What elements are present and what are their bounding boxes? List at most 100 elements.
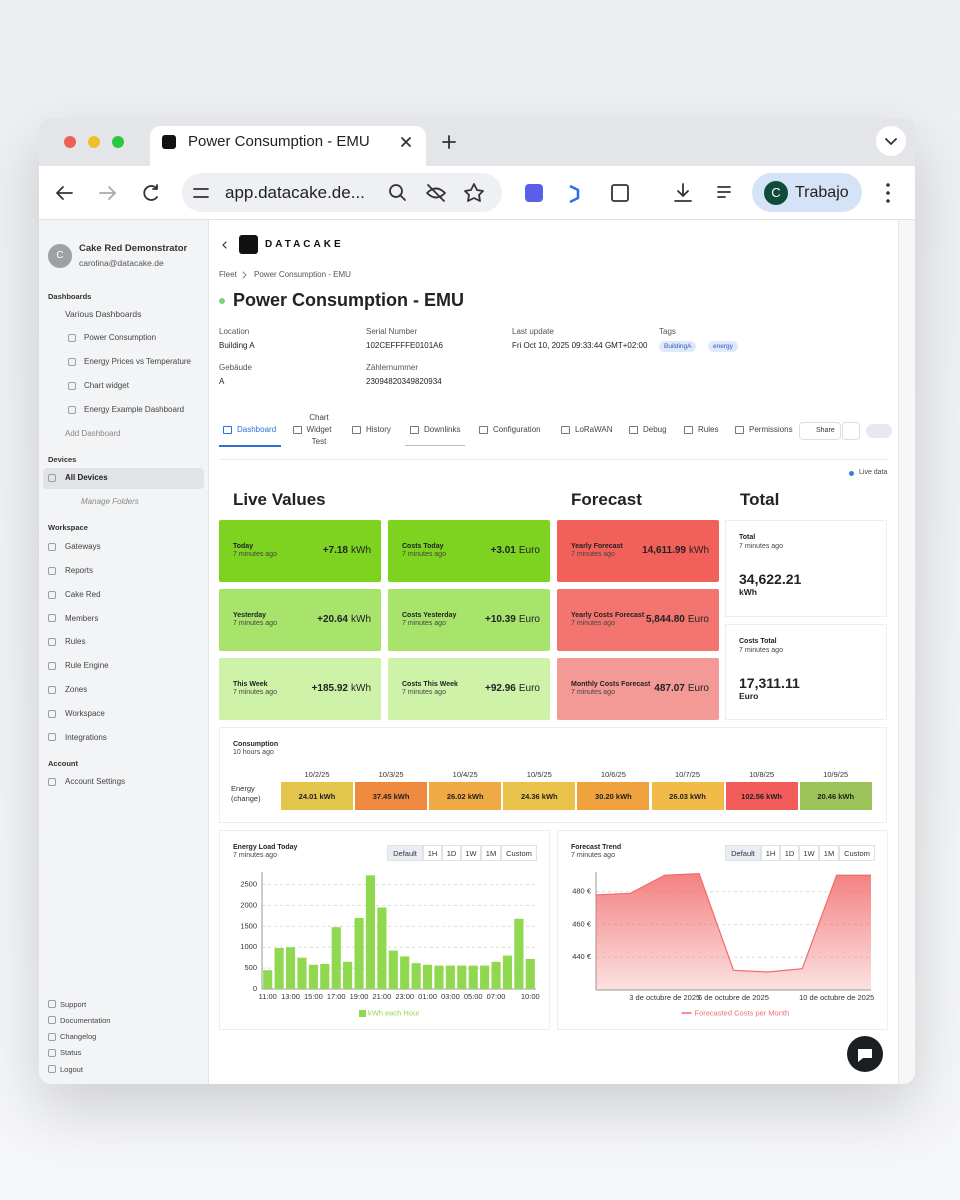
address-bar[interactable] bbox=[182, 173, 502, 212]
range-button[interactable]: Default bbox=[725, 845, 761, 861]
sidebar bbox=[39, 220, 209, 1084]
nav-item[interactable]: Manage Folders bbox=[81, 497, 139, 507]
tab-icon bbox=[684, 426, 693, 434]
nav-item[interactable]: Energy Prices vs Temperature bbox=[84, 357, 192, 367]
tab[interactable]: Debug bbox=[643, 425, 667, 435]
chart-subtitle: 7 minutes ago bbox=[233, 851, 277, 859]
card-time: 7 minutes ago bbox=[571, 619, 615, 627]
card-title: This Week bbox=[233, 680, 268, 688]
panel-title: Consumption bbox=[233, 740, 279, 748]
copy-button[interactable] bbox=[842, 422, 860, 440]
card-title: Total bbox=[739, 533, 756, 541]
divider bbox=[219, 459, 887, 460]
toggle[interactable] bbox=[866, 424, 892, 438]
tab[interactable]: LoRaWAN bbox=[575, 425, 613, 435]
chart-subtitle: 7 minutes ago bbox=[571, 851, 615, 859]
range-button[interactable]: 1M bbox=[819, 845, 839, 861]
chat-button[interactable] bbox=[847, 1036, 883, 1072]
cell-value: 24.01 kWh bbox=[298, 791, 336, 801]
nav-item[interactable]: Add Dashboard bbox=[65, 429, 121, 439]
range-button[interactable]: 1H bbox=[761, 845, 780, 861]
org-name[interactable]: Cake Red Demonstrator bbox=[79, 243, 188, 255]
nav-item[interactable]: Rules bbox=[65, 637, 86, 647]
section-title: Forecast bbox=[571, 489, 642, 509]
nav-item[interactable]: Workspace bbox=[65, 708, 105, 718]
nav-item[interactable]: Reports bbox=[65, 566, 94, 575]
nav-item[interactable]: Energy Example Dashboard bbox=[84, 405, 185, 415]
nav-icon bbox=[48, 1048, 56, 1057]
breadcrumb[interactable]: Power Consumption - EMU bbox=[254, 270, 351, 280]
tab[interactable]: Dashboard bbox=[237, 425, 277, 435]
range-button[interactable]: 1D bbox=[780, 845, 799, 861]
active-tab[interactable] bbox=[150, 126, 426, 167]
card-value: +92.96 Euro bbox=[485, 682, 540, 695]
cell bbox=[577, 782, 650, 810]
nav-icon bbox=[48, 685, 56, 694]
url: app.datacake.de... bbox=[225, 182, 365, 202]
total-unit: Euro bbox=[739, 690, 759, 701]
nav-item[interactable]: Members bbox=[65, 613, 99, 623]
field-label: Serial Number bbox=[366, 327, 418, 337]
nav-icon bbox=[48, 1016, 56, 1025]
date: 10/5/25 bbox=[526, 769, 552, 779]
nav-icon bbox=[48, 662, 56, 670]
card-time: 7 minutes ago bbox=[739, 542, 783, 550]
nav-item[interactable]: Power Consumption bbox=[84, 333, 157, 343]
profile-name: Trabajo bbox=[795, 184, 849, 202]
section-title: Live Values bbox=[233, 489, 326, 509]
tab-favicon bbox=[162, 135, 176, 149]
nav-item[interactable]: Cake Red bbox=[65, 589, 101, 599]
range-button[interactable]: 1D bbox=[442, 845, 461, 861]
card bbox=[219, 520, 381, 582]
cell bbox=[503, 782, 576, 810]
footer-link[interactable]: Documentation bbox=[60, 1015, 111, 1025]
card-title: Costs Today bbox=[402, 542, 444, 550]
cell-value: 26.03 kWh bbox=[669, 791, 706, 801]
nav-icon bbox=[68, 334, 76, 342]
total-unit: kWh bbox=[739, 586, 757, 597]
nav-icon bbox=[48, 566, 56, 575]
range-button[interactable]: Custom bbox=[501, 845, 537, 861]
value: +10.39 bbox=[485, 614, 516, 625]
footer-link[interactable]: Changelog bbox=[60, 1032, 97, 1042]
tab[interactable]: Chart Widget Test bbox=[306, 413, 332, 446]
card-title: Yearly Forecast bbox=[571, 542, 623, 550]
card-value: +3.01 Euro bbox=[491, 544, 540, 557]
nav-icon bbox=[68, 382, 76, 390]
tab[interactable]: Rules bbox=[698, 425, 719, 435]
breadcrumb[interactable]: Fleet bbox=[219, 270, 237, 280]
cell bbox=[725, 782, 798, 810]
tab[interactable]: History bbox=[366, 425, 391, 435]
range-button[interactable]: Custom bbox=[839, 845, 875, 861]
section-heading: Account bbox=[48, 758, 78, 768]
cell bbox=[281, 782, 353, 810]
nav-group[interactable]: Various Dashboards bbox=[65, 308, 142, 319]
cell-value: 24.36 kWh bbox=[520, 791, 558, 801]
nav-item[interactable]: Zones bbox=[65, 685, 88, 694]
card-time: 7 minutes ago bbox=[233, 688, 277, 696]
range-button[interactable]: 1H bbox=[423, 845, 442, 861]
tab-icon bbox=[352, 426, 361, 434]
range-button[interactable]: Default bbox=[387, 845, 423, 861]
tab-menu-button[interactable] bbox=[876, 126, 906, 156]
footer-link[interactable]: Logout bbox=[60, 1064, 83, 1074]
page-title: Power Consumption - EMU bbox=[233, 290, 464, 311]
nav-item[interactable]: All Devices bbox=[65, 473, 108, 483]
tab[interactable]: Configuration bbox=[493, 425, 541, 435]
range-button[interactable]: 1W bbox=[799, 845, 819, 861]
nav-item[interactable]: Account Settings bbox=[65, 777, 126, 787]
tab[interactable]: Permissions bbox=[749, 425, 793, 435]
nav-item[interactable]: Rule Engine bbox=[65, 661, 109, 671]
nav-item[interactable]: Gateways bbox=[65, 542, 101, 552]
share-button[interactable] bbox=[799, 422, 841, 440]
tab[interactable]: Downlinks bbox=[424, 425, 461, 435]
nav-item[interactable]: Integrations bbox=[65, 732, 107, 742]
footer-link[interactable]: Status bbox=[60, 1048, 82, 1058]
nav-item[interactable]: Chart widget bbox=[84, 381, 129, 391]
tab-icon bbox=[479, 426, 488, 434]
range-button[interactable]: 1W bbox=[461, 845, 481, 861]
footer-link[interactable]: Support bbox=[60, 999, 87, 1009]
range-button[interactable]: 1M bbox=[481, 845, 501, 861]
unit: Euro bbox=[518, 545, 540, 556]
section-title: Total bbox=[740, 489, 780, 509]
